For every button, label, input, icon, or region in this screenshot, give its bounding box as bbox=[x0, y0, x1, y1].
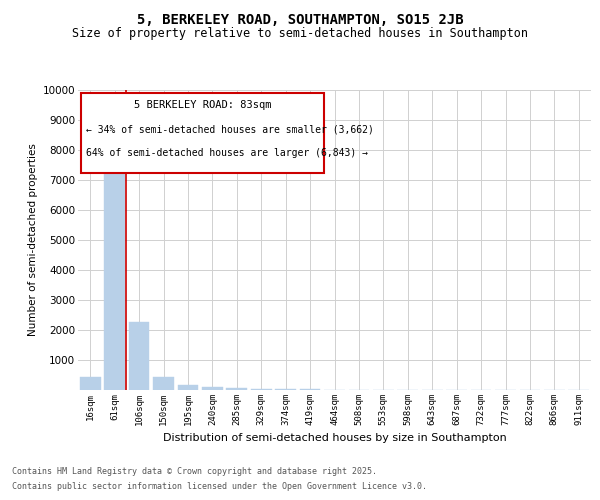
Text: Contains HM Land Registry data © Crown copyright and database right 2025.: Contains HM Land Registry data © Crown c… bbox=[12, 467, 377, 476]
Bar bbox=[178, 384, 199, 390]
Bar bbox=[104, 162, 125, 390]
Text: Contains public sector information licensed under the Open Government Licence v3: Contains public sector information licen… bbox=[12, 482, 427, 491]
Bar bbox=[128, 322, 149, 390]
X-axis label: Distribution of semi-detached houses by size in Southampton: Distribution of semi-detached houses by … bbox=[163, 434, 506, 444]
Bar bbox=[275, 389, 296, 390]
Y-axis label: Number of semi-detached properties: Number of semi-detached properties bbox=[28, 144, 38, 336]
Text: 64% of semi-detached houses are larger (6,843) →: 64% of semi-detached houses are larger (… bbox=[86, 148, 368, 158]
Text: ← 34% of semi-detached houses are smaller (3,662): ← 34% of semi-detached houses are smalle… bbox=[86, 124, 374, 134]
Bar bbox=[80, 377, 101, 390]
Text: 5, BERKELEY ROAD, SOUTHAMPTON, SO15 2JB: 5, BERKELEY ROAD, SOUTHAMPTON, SO15 2JB bbox=[137, 13, 463, 27]
FancyBboxPatch shape bbox=[80, 93, 324, 172]
Bar bbox=[202, 387, 223, 390]
Bar bbox=[153, 378, 174, 390]
Bar bbox=[251, 389, 272, 390]
Bar bbox=[226, 388, 247, 390]
Text: Size of property relative to semi-detached houses in Southampton: Size of property relative to semi-detach… bbox=[72, 28, 528, 40]
Text: 5 BERKELEY ROAD: 83sqm: 5 BERKELEY ROAD: 83sqm bbox=[134, 100, 271, 110]
